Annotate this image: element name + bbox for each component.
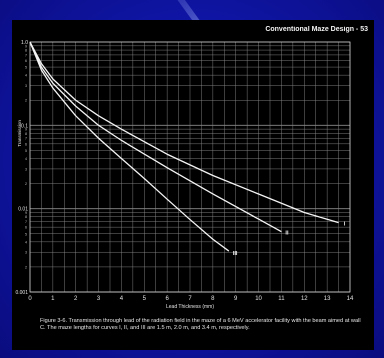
curve-iii — [29, 41, 230, 252]
x-tick-label: 13 — [324, 296, 331, 302]
y-minor-tick-label: 9 — [25, 44, 27, 48]
curve-label-iii: III — [233, 251, 238, 257]
y-minor-tick-label: 4 — [25, 240, 27, 244]
y-minor-tick-label: 4 — [25, 74, 27, 78]
x-tick-label: 7 — [188, 296, 192, 302]
y-tick-label: 0.001 — [15, 290, 28, 296]
y-tick-label: 1.0 — [21, 40, 28, 46]
x-tick-label: 6 — [165, 296, 169, 302]
y-minor-tick-label: 3 — [25, 167, 27, 171]
plot-frame — [29, 41, 351, 293]
y-axis-title: Transmission — [17, 120, 22, 147]
y-minor-tick-label: 5 — [25, 232, 27, 236]
y-tick-label: 0.1 — [21, 123, 28, 129]
y-minor-tick-label: 8 — [25, 215, 27, 219]
y-minor-tick-label: 2 — [25, 99, 27, 103]
y-minor-tick-label: 2 — [25, 265, 27, 269]
x-tick-label: 2 — [74, 296, 78, 302]
curve-ii — [29, 41, 282, 233]
y-minor-tick-label: 5 — [25, 149, 27, 153]
figure-caption: Figure 3-6. Transmission through lead of… — [40, 318, 361, 331]
y-minor-tick-label: 7 — [25, 137, 27, 141]
transmission-chart: 0 1 2 3 4 5 6 7 8 9 10 11 12 13 141.00.10.010.00123456… — [15, 40, 354, 310]
y-minor-tick-label: 8 — [25, 49, 27, 53]
y-minor-tick-label: 7 — [25, 220, 27, 224]
x-tick-label: 1 — [51, 296, 55, 302]
y-minor-tick-label: 7 — [25, 53, 27, 57]
x-tick-label: 0 — [28, 296, 32, 302]
x-tick-label: 5 — [143, 296, 147, 302]
y-tick-label: 0.01 — [18, 207, 28, 213]
y-minor-tick-label: 2 — [25, 182, 27, 186]
y-minor-tick-label: 3 — [25, 84, 27, 88]
curve-i — [29, 41, 339, 224]
y-minor-tick-label: 3 — [25, 251, 27, 255]
curve-label-ii: II — [285, 231, 289, 237]
y-minor-tick-label: 6 — [25, 59, 27, 63]
y-minor-tick-label: 4 — [25, 157, 27, 161]
curve-label-i: I — [344, 222, 346, 228]
x-axis-title: Lead Thickness (mm) — [166, 304, 214, 310]
x-tick-label: 14 — [347, 296, 354, 302]
x-tick-label: 9 — [234, 296, 238, 302]
y-minor-tick-label: 5 — [25, 66, 27, 70]
x-tick-label: 10 — [255, 296, 262, 302]
y-minor-tick-label: 8 — [25, 132, 27, 136]
slide-title: Conventional Maze Design - 53 — [265, 26, 368, 33]
x-tick-label: 3 — [97, 296, 101, 302]
y-minor-tick-label: 9 — [25, 128, 27, 132]
y-minor-tick-label: 6 — [25, 226, 27, 230]
x-tick-label: 8 — [211, 296, 215, 302]
x-tick-label: 12 — [301, 296, 308, 302]
y-minor-tick-label: 6 — [25, 142, 27, 146]
x-tick-label: 11 — [278, 296, 285, 302]
y-minor-tick-label: 9 — [25, 211, 27, 215]
x-tick-label: 4 — [120, 296, 124, 302]
